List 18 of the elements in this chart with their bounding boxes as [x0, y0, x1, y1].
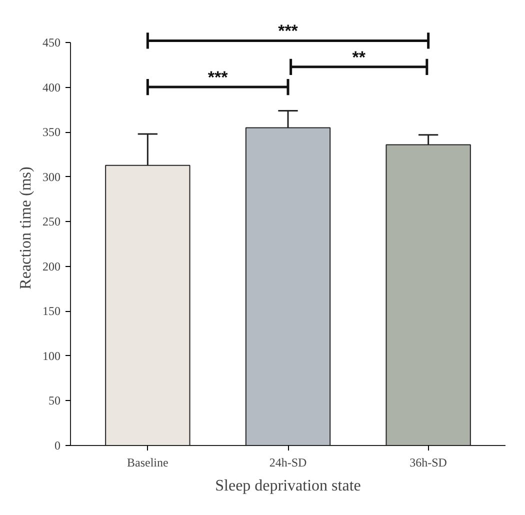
x-tick-label: 24h-SD — [269, 456, 307, 470]
y-axis-title: Reaction time (ms) — [18, 166, 34, 290]
y-tick-label: 50 — [48, 394, 60, 408]
y-tick-label: 400 — [42, 80, 60, 94]
annotation: ** — [352, 48, 366, 67]
x-tick-label: 36h-SD — [410, 456, 448, 470]
x-axis-title: Sleep deprivation state — [215, 478, 361, 494]
y-tick-label: 0 — [54, 438, 60, 452]
y-tick-label: 350 — [42, 125, 60, 140]
y-tick-label: 300 — [42, 170, 60, 184]
y-tick-label: 150 — [42, 304, 60, 318]
y-tick-label: 200 — [42, 259, 60, 274]
y-tick-label: 450 — [42, 36, 60, 50]
x-tick-label: Baseline — [127, 456, 168, 470]
text: *** — [278, 22, 298, 41]
y-tick-label: 250 — [42, 214, 60, 229]
annotation: *** — [208, 68, 228, 88]
y-tick-label: 100 — [42, 348, 60, 363]
